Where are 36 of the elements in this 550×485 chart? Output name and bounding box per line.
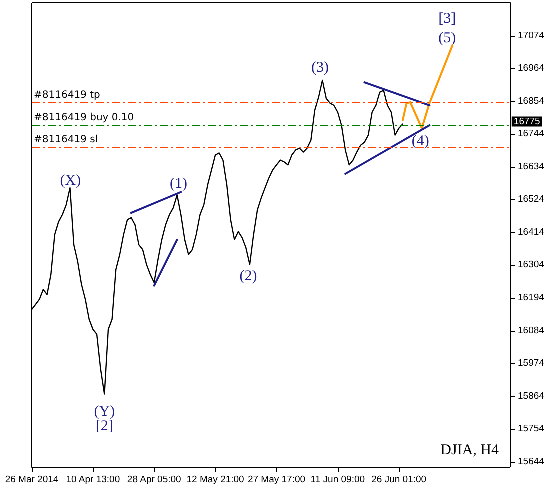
y-tick-label: 15974: [518, 358, 544, 370]
x-tick-label: 26 Mar 2014: [5, 474, 59, 485]
y-tick-label: 16194: [518, 292, 544, 304]
annotation: (2): [240, 268, 258, 284]
annotation: (5): [438, 30, 456, 46]
text: 16775: [514, 116, 540, 128]
annotation: (Y): [94, 404, 116, 420]
ref-line-label: #8116419 sl: [34, 134, 98, 146]
annotation: (4): [412, 134, 430, 150]
y-tick-label: 15864: [518, 390, 544, 402]
x-tick-label: 10 Apr 13:00: [66, 474, 120, 485]
x-tick-label: 27 May 17:00: [248, 474, 306, 485]
y-tick-label: 16634: [518, 161, 544, 172]
annotation: (X): [60, 173, 82, 190]
y-tick-label: 15754: [518, 424, 544, 435]
x-tick-label: 26 Jun 01:00: [372, 474, 427, 485]
y-tick-label: 15644: [518, 456, 544, 468]
y-tick-label: 16084: [518, 325, 544, 336]
text: DJIA, H4: [440, 442, 500, 458]
ref-line-label: #8116419 tp: [34, 90, 100, 102]
annotation: [3]: [438, 11, 456, 28]
y-tick-label: 17074: [518, 30, 544, 42]
x-tick-label: 12 May 21:00: [186, 474, 244, 485]
annotation: [2]: [96, 418, 114, 435]
y-tick-label: 16524: [518, 194, 544, 206]
y-tick-label: 16854: [518, 96, 544, 107]
y-tick-label: 16744: [518, 128, 544, 140]
y-tick-label: 16304: [518, 260, 544, 271]
ref-line-label: #8116419 buy 0.10: [34, 112, 134, 124]
x-tick-label: 11 Jun 09:00: [310, 474, 366, 485]
y-tick-label: 16964: [518, 63, 544, 74]
line-series: [402, 44, 454, 130]
y-tick-label: 16414: [518, 226, 544, 238]
annotation: (1): [170, 176, 188, 192]
annotation: (3): [311, 60, 329, 76]
x-tick-label: 28 Apr 05:00: [127, 474, 182, 485]
